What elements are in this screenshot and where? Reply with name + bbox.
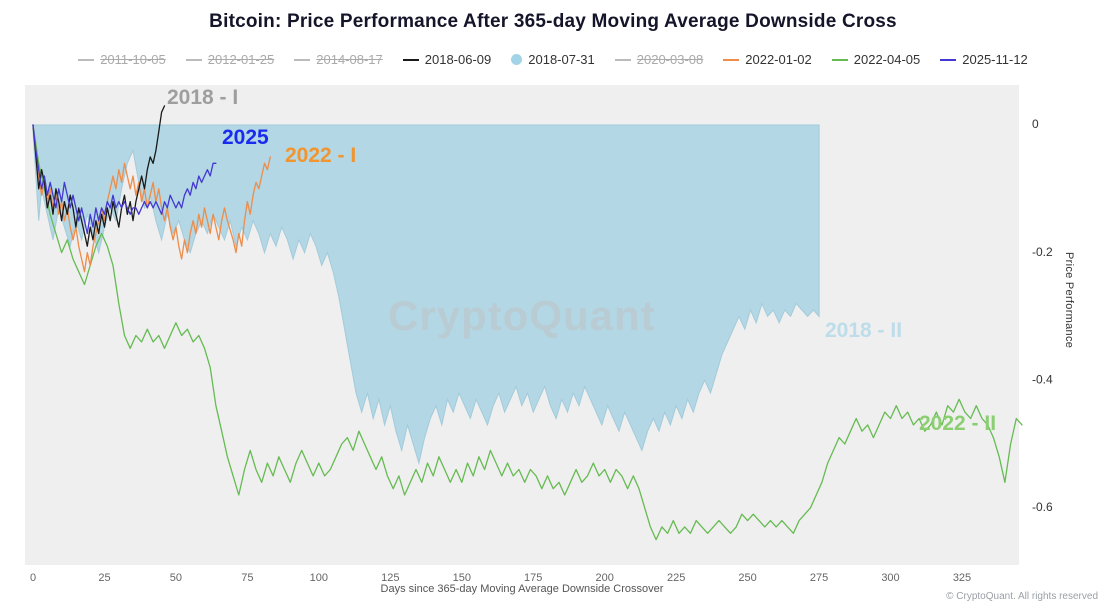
legend-label: 2018-06-09 [424, 52, 492, 67]
legend-line-marker [614, 58, 631, 61]
y-axis-title: Price Performance [1063, 252, 1075, 349]
x-tick-label: 300 [881, 572, 899, 584]
legend-item-2014-08-17[interactable]: 2014-08-17 [294, 52, 383, 67]
copyright: © CryptoQuant. All rights reserved [946, 591, 1098, 602]
legend-item-2012-01-25[interactable]: 2012-01-25 [185, 52, 275, 67]
x-tick-label: 200 [596, 572, 614, 584]
x-tick-label: 25 [98, 572, 110, 584]
legend-line-marker [831, 58, 848, 61]
legend-item-2022-04-05[interactable]: 2022-04-05 [831, 52, 921, 67]
x-tick-label: 50 [170, 572, 182, 584]
legend-line-marker [402, 58, 419, 61]
y-tick-label: -0.6 [1032, 500, 1053, 514]
y-tick-label: 0 [1032, 117, 1039, 131]
y-tick-label: -0.2 [1032, 245, 1053, 259]
x-tick-label: 0 [30, 572, 36, 584]
x-tick-label: 275 [810, 572, 828, 584]
x-tick-label: 75 [241, 572, 253, 584]
series-2018-06-09-line [32, 105, 166, 247]
y-tick-label: -0.4 [1032, 372, 1053, 386]
x-tick-label: 150 [453, 572, 471, 584]
legend-circle-marker [511, 54, 523, 65]
legend-item-2020-03-08[interactable]: 2020-03-08 [614, 52, 704, 67]
legend-label: 2018-07-31 [528, 52, 595, 67]
legend-line-marker [294, 58, 311, 61]
legend-label: 2020-03-08 [636, 52, 704, 67]
series-2025-11-12-line [32, 124, 217, 235]
legend-label: 2014-08-17 [316, 52, 383, 67]
legend-item-2025-11-12[interactable]: 2025-11-12 [940, 52, 1028, 67]
x-tick-label: 250 [738, 572, 756, 584]
chart-title: Bitcoin: Price Performance After 365-day… [209, 11, 897, 32]
series-2018-07-31-area [32, 124, 820, 466]
legend-label: 2022-04-05 [853, 52, 921, 67]
legend-label: 2011-10-05 [100, 52, 166, 67]
x-axis-title: Days since 365-day Moving Average Downsi… [380, 583, 664, 595]
x-tick-label: 175 [524, 572, 542, 584]
legend-line-marker [78, 58, 95, 61]
legend-line-marker [940, 58, 957, 61]
legend-label: 2025-11-12 [962, 52, 1028, 67]
legend-label: 2012-01-25 [207, 52, 275, 67]
legend-item-2018-06-09[interactable]: 2018-06-09 [402, 52, 492, 67]
x-tick-label: 125 [381, 572, 399, 584]
series-2022-01-02-line [32, 124, 271, 273]
x-tick-label: 100 [310, 572, 328, 584]
legend-label: 2022-01-02 [745, 52, 812, 67]
series-2022-04-05-line [32, 124, 1023, 541]
legend: 2011-10-05 2012-01-25 2014-08-17 2018-06-09… [0, 52, 1106, 67]
legend-item-2011-10-05[interactable]: 2011-10-05 [78, 52, 166, 67]
legend-item-2022-01-02[interactable]: 2022-01-02 [723, 52, 812, 67]
legend-item-2018-07-31[interactable]: 2018-07-31 [511, 52, 595, 67]
legend-line-marker [185, 58, 202, 61]
x-tick-label: 325 [953, 572, 971, 584]
x-tick-label: 225 [667, 572, 685, 584]
legend-line-marker [723, 58, 740, 61]
